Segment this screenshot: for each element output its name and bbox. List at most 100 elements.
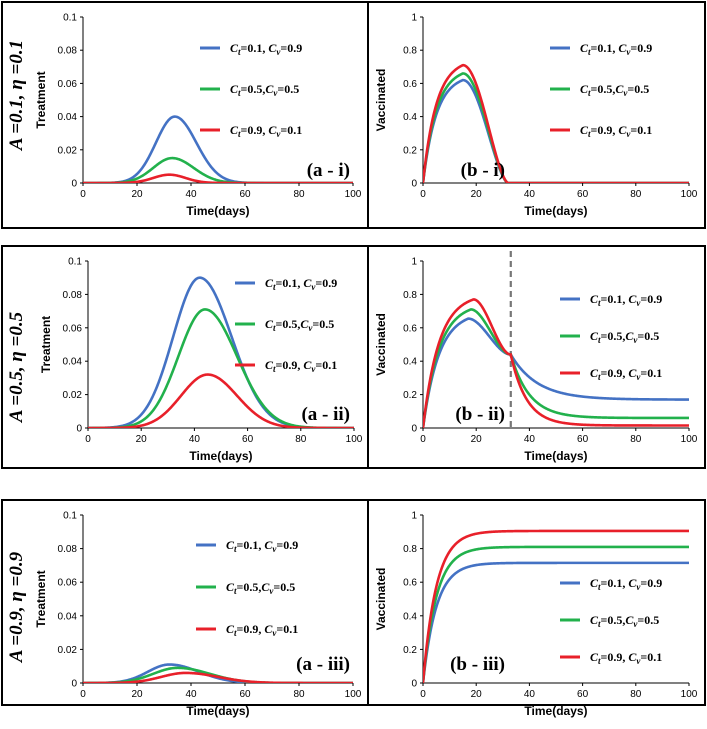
legend-cv-value: =0.9 — [315, 276, 337, 290]
legend-ct-symbol: C — [590, 329, 599, 343]
legend-cv-value: =0.1 — [276, 622, 298, 636]
panel-tag: (a - ii) — [301, 404, 350, 425]
legend-ct-symbol: C — [265, 276, 274, 290]
legend-ct-sub: t — [588, 129, 591, 139]
x-tick-label: 20 — [471, 689, 483, 700]
series-line-green — [83, 156, 353, 183]
y-tick-label: 0.8 — [403, 46, 417, 57]
legend-cv-symbol: C — [628, 292, 637, 306]
legend-cv-sub: v — [308, 323, 313, 333]
series-line-blue — [83, 115, 353, 183]
legend-entry: Ct=0.9, Cv=0.1 — [590, 366, 662, 382]
legend-ct-value: =0.1, — [276, 276, 304, 290]
y-tick-label: 0.08 — [58, 544, 78, 555]
panel-tag: (a - i) — [307, 160, 350, 181]
panel-b-iii: 0 0.2 0.4 0.6 0.8 1 0 20 40 60 80 100 Time(days) Vacc… — [367, 499, 706, 718]
y-axis-title: Vaccinated — [374, 69, 388, 132]
y-axis-title: Treatment — [34, 71, 48, 128]
legend-cv-sub: v — [272, 544, 277, 554]
x-tick-label: 40 — [524, 689, 536, 700]
y-tick-label: 0.6 — [403, 578, 417, 589]
legend-ct-sub: t — [598, 372, 601, 382]
y-tick-label: 0 — [411, 179, 417, 190]
x-tick-label: 100 — [681, 189, 698, 200]
legend-ct-value: =0.9, — [601, 366, 629, 380]
legend-ct-symbol: C — [226, 580, 235, 594]
legend-ct-value: =0.5, — [241, 82, 266, 96]
legend-ct-value: =0.9, — [237, 622, 265, 636]
legend-cv-value: =0.5 — [312, 317, 334, 331]
y-tick-label: 0.4 — [403, 112, 417, 123]
y-tick-label: 0.02 — [58, 145, 78, 156]
y-tick-label: 1 — [411, 257, 417, 268]
legend-ct-symbol: C — [230, 123, 239, 137]
legend-cv-symbol: C — [268, 123, 277, 137]
legend-cv-value: =0.9 — [640, 576, 662, 590]
legend-cv-value: =0.9 — [640, 292, 662, 306]
y-tick-label: 0.04 — [58, 611, 78, 622]
legend-cv-value: =0.9 — [280, 41, 302, 55]
legend-ct-value: =0.5, — [237, 580, 262, 594]
legend-ct-symbol: C — [265, 317, 274, 331]
legend-ct-value: =0.1, — [601, 576, 629, 590]
series-line-green — [423, 72, 689, 183]
legend-cv-symbol: C — [303, 276, 312, 290]
y-tick-label: 0.2 — [403, 645, 417, 656]
legend-entry: Ct=0.5,Cv=0.5 — [590, 329, 659, 345]
x-tick-label: 20 — [131, 689, 143, 700]
y-tick-label: 0 — [411, 679, 417, 690]
legend-entry: Ct=0.1, Cv=0.9 — [226, 538, 298, 554]
legend-ct-symbol: C — [590, 366, 599, 380]
legend-cv-value: =0.1 — [315, 358, 337, 372]
x-tick-label: 80 — [295, 434, 307, 445]
series-line-red — [423, 529, 689, 683]
legend-cv-value: =0.5 — [637, 613, 659, 627]
legend-ct-symbol: C — [590, 292, 599, 306]
legend-ct-sub: t — [238, 88, 241, 98]
legend-cv-value: =0.9 — [276, 538, 298, 552]
y-tick-label: 0.2 — [403, 390, 417, 401]
legend-cv-symbol: C — [615, 82, 624, 96]
legend-ct-symbol: C — [590, 576, 599, 590]
y-tick-label: 0.08 — [58, 46, 78, 57]
x-tick-label: 60 — [577, 434, 589, 445]
legend-cv-sub: v — [636, 298, 641, 308]
legend-ct-value: =0.5, — [276, 317, 301, 331]
y-tick-label: 0.8 — [403, 290, 417, 301]
legend-entry: Ct=0.1, Cv=0.9 — [580, 41, 652, 57]
x-axis-title: Time(days) — [186, 204, 249, 218]
panel-a-i: 0 0.02 0.04 0.06 0.08 0.1 0 20 40 60 80 100 Time(day… — [1, 1, 369, 229]
panel-tag: (a - iii) — [296, 654, 350, 675]
y-tick-label: 0 — [76, 424, 82, 435]
x-tick-label: 100 — [681, 689, 698, 700]
legend-cv-value: =0.1 — [280, 123, 302, 137]
y-axis-title: Treatment — [34, 570, 48, 627]
legend-cv-symbol: C — [264, 538, 273, 552]
y-axis-title: Treatment — [39, 316, 53, 373]
legend-cv-symbol: C — [264, 622, 273, 636]
panel-tag: (b - i) — [461, 160, 505, 181]
legend-ct-sub: t — [273, 364, 276, 374]
legend-cv-symbol: C — [628, 366, 637, 380]
y-tick-label: 0.06 — [58, 578, 78, 589]
y-tick-label: 0.1 — [63, 13, 77, 24]
series-line-red — [83, 671, 353, 683]
row-label-3: A =0.9, η =0.9 — [6, 551, 27, 663]
legend-cv-value: =0.1 — [640, 650, 662, 664]
legend-cv-symbol: C — [268, 41, 277, 55]
legend-cv-value: =0.1 — [630, 123, 652, 137]
panel-frame — [1, 245, 369, 469]
x-tick-label: 80 — [293, 189, 305, 200]
panel-a-iii: 0 0.02 0.04 0.06 0.08 0.1 0 20 40 60 80 100 Time(day… — [1, 499, 369, 718]
legend-cv-symbol: C — [628, 650, 637, 664]
legend-cv-symbol: C — [628, 576, 637, 590]
legend-cv-symbol: C — [300, 317, 309, 331]
x-tick-label: 20 — [471, 434, 483, 445]
x-tick-label: 0 — [80, 689, 86, 700]
series-line-blue — [423, 78, 689, 183]
legend-cv-value: =0.1 — [640, 366, 662, 380]
series-line-red — [83, 173, 353, 183]
legend-cv-sub: v — [273, 88, 278, 98]
legend-cv-symbol: C — [261, 580, 270, 594]
